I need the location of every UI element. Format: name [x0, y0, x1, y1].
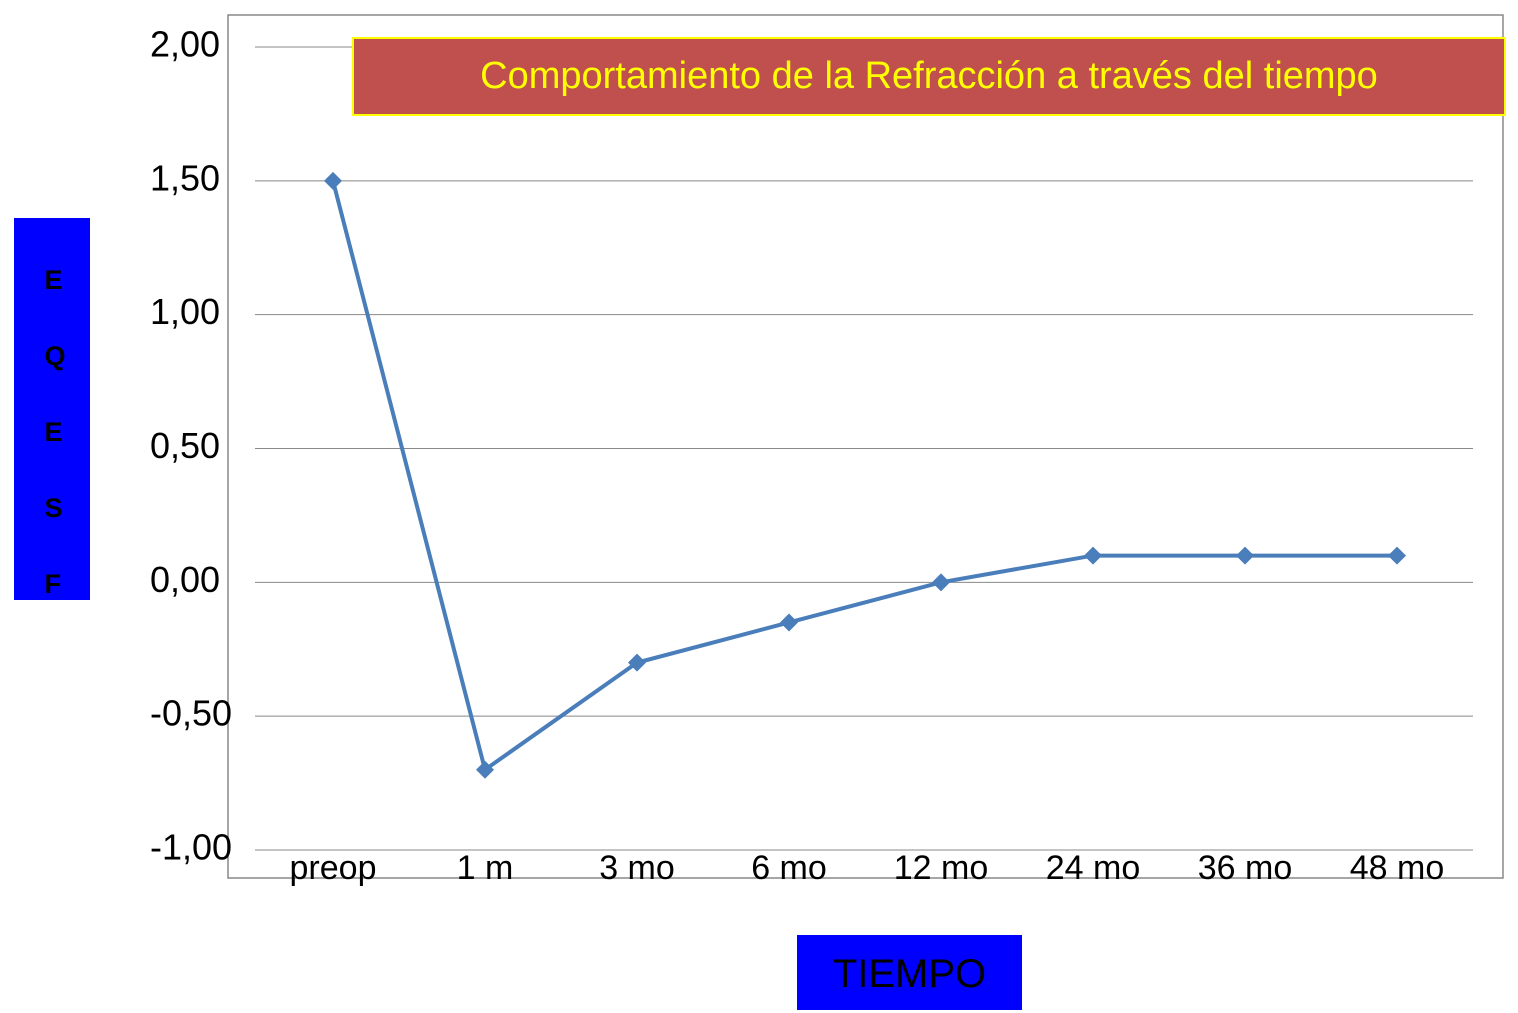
- marker: [1388, 546, 1406, 565]
- y-tick-label: 1,50: [150, 157, 220, 198]
- x-tick-label: 3 mo: [599, 849, 675, 887]
- marker: [1236, 546, 1254, 565]
- y-axis-label: EQESF: [44, 265, 66, 599]
- y-axis-label-box: EQESF: [14, 218, 90, 600]
- y-tick-label: 0,00: [150, 559, 220, 600]
- marker: [780, 613, 798, 632]
- y-tick-label: 0,50: [150, 425, 220, 466]
- marker: [476, 760, 494, 779]
- y-tick-label: -0,50: [150, 693, 232, 734]
- x-tick-label: 6 mo: [751, 849, 827, 887]
- line: [331, 180, 1397, 774]
- x-tick-label: 36 mo: [1198, 849, 1293, 887]
- marker: [1084, 546, 1102, 565]
- marker: [932, 573, 950, 592]
- x-axis-label: TIEMPO: [797, 935, 1022, 1010]
- y-tick-label: 2,00: [150, 24, 220, 65]
- y-tick-label: -1,00: [150, 827, 232, 868]
- marker: [324, 171, 342, 190]
- plot-border: [227, 14, 1504, 879]
- title-box: [352, 37, 1506, 116]
- x-tick-label: preop: [290, 849, 377, 887]
- chart-title: Comportamiento de la Refracción a través…: [480, 55, 1378, 97]
- x-tick-label: 48 mo: [1350, 849, 1445, 887]
- x-tick-label: 24 mo: [1046, 849, 1141, 887]
- x-tick-label: 1 m: [457, 849, 514, 887]
- marker: [628, 653, 646, 672]
- x-tick-label: 12 mo: [894, 849, 989, 887]
- y-tick-label: 1,00: [150, 291, 220, 332]
